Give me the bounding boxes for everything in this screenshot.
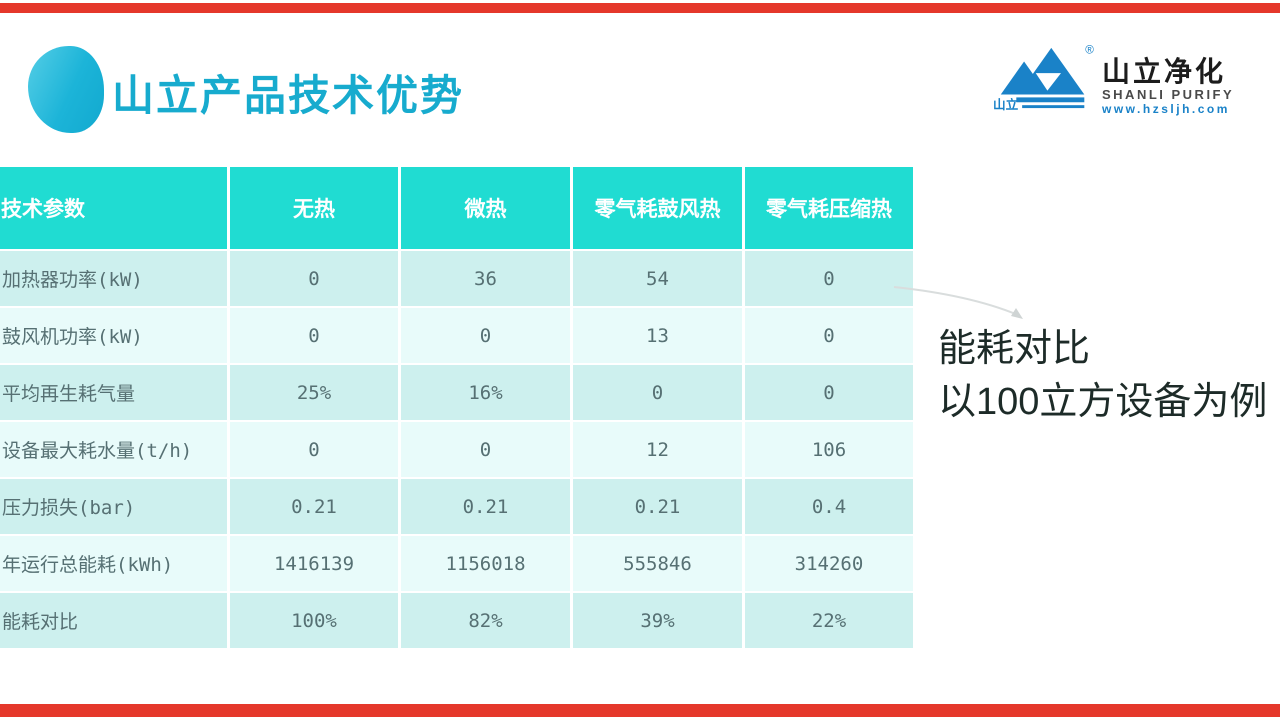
table-row: 加热器功率(kW) 0 36 54 0 [0, 251, 913, 306]
row-value: 0.21 [573, 479, 742, 534]
row-value: 106 [745, 422, 913, 477]
row-label: 压力损失(bar) [0, 479, 227, 534]
page-title: 山立产品技术优势 [112, 74, 465, 120]
row-value: 100% [230, 593, 398, 648]
row-value: 0.4 [745, 479, 913, 534]
mountain-logo-icon: 山立 ® [993, 44, 1094, 112]
row-label: 平均再生耗气量 [0, 365, 227, 420]
company-logo: 山立 ® 山立净化 SHANLI PURIFY www.hzsljh.com [993, 40, 1234, 116]
table-body: 加热器功率(kW) 0 36 54 0 鼓风机功率(kW) 0 0 13 0 平均再生耗气量 25% 1… [0, 251, 913, 648]
svg-text:山立: 山立 [993, 97, 1019, 112]
row-value: 13 [573, 308, 742, 363]
curved-arrow-icon [893, 286, 1023, 319]
title-blob-decoration [28, 46, 104, 133]
logo-brand-cn: 山立净化 [1102, 56, 1227, 87]
table-row: 能耗对比 100% 82% 39% 22% [0, 593, 913, 648]
row-value: 0 [573, 365, 742, 420]
row-value: 0 [745, 365, 913, 420]
row-value: 82% [401, 593, 570, 648]
table-header-cell: 无热 [230, 167, 398, 249]
row-value: 0 [230, 308, 398, 363]
annotation-line1: 能耗对比 [938, 328, 1091, 370]
row-value: 16% [401, 365, 570, 420]
row-value: 0 [401, 422, 570, 477]
row-value: 39% [573, 593, 742, 648]
row-value: 0 [230, 251, 398, 306]
top-accent-bar [0, 3, 1280, 13]
table-row: 年运行总能耗(kWh) 1416139 1156018 555846 314260 [0, 536, 913, 591]
table-header-cell: 微热 [401, 167, 570, 249]
row-label: 鼓风机功率(kW) [0, 308, 227, 363]
row-value: 1156018 [401, 536, 570, 591]
table-row: 平均再生耗气量 25% 16% 0 0 [0, 365, 913, 420]
bottom-accent-bar [0, 704, 1280, 717]
row-label: 能耗对比 [0, 593, 227, 648]
row-value: 36 [401, 251, 570, 306]
row-value: 555846 [573, 536, 742, 591]
row-value: 54 [573, 251, 742, 306]
row-value: 1416139 [230, 536, 398, 591]
row-value: 0 [745, 308, 913, 363]
row-value: 0.21 [230, 479, 398, 534]
annotation-line2: 以100立方设备为例 [938, 381, 1268, 423]
comparison-table: 技术参数 无热 微热 零气耗鼓风热 零气耗压缩热 加热器功率(kW) 0 36 54 0 鼓风机功… [0, 167, 913, 650]
table-row: 鼓风机功率(kW) 0 0 13 0 [0, 308, 913, 363]
table-header-cell: 零气耗压缩热 [745, 167, 913, 249]
row-label: 年运行总能耗(kWh) [0, 536, 227, 591]
table-header-cell: 技术参数 [0, 167, 227, 249]
row-label: 加热器功率(kW) [0, 251, 227, 306]
svg-text:®: ® [1085, 44, 1094, 57]
logo-text-block: 山立净化 SHANLI PURIFY www.hzsljh.com [1102, 40, 1235, 117]
table-header-row: 技术参数 无热 微热 零气耗鼓风热 零气耗压缩热 [0, 167, 913, 249]
row-value: 25% [230, 365, 398, 420]
row-label: 设备最大耗水量(t/h) [0, 422, 227, 477]
row-value: 12 [573, 422, 742, 477]
row-value: 0 [401, 308, 570, 363]
row-value: 0 [230, 422, 398, 477]
row-value: 22% [745, 593, 913, 648]
row-value: 0 [745, 251, 913, 306]
annotation-text: 能耗对比 以100立方设备为例 [938, 323, 1267, 429]
table-header-cell: 零气耗鼓风热 [573, 167, 742, 249]
table-row: 设备最大耗水量(t/h) 0 0 12 106 [0, 422, 913, 477]
row-value: 314260 [745, 536, 913, 591]
table-row: 压力损失(bar) 0.21 0.21 0.21 0.4 [0, 479, 913, 534]
logo-website: www.hzsljh.com [1102, 102, 1230, 116]
row-value: 0.21 [401, 479, 570, 534]
logo-brand-en: SHANLI PURIFY [1102, 87, 1235, 102]
